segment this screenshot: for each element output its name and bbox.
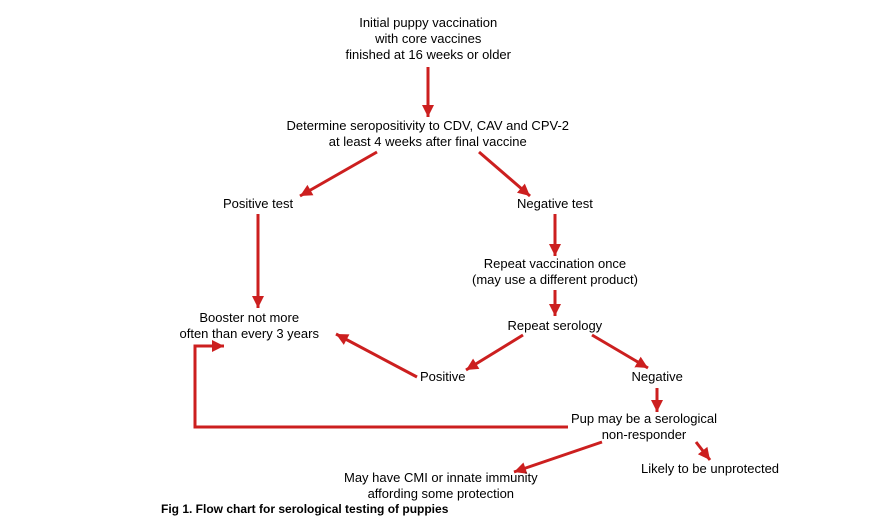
- node-negative-test: Negative test: [517, 196, 593, 212]
- node-repeat-vaccination: Repeat vaccination once (may use a diffe…: [472, 256, 638, 289]
- node-negative: Negative: [632, 369, 683, 385]
- flowchart-stage: { "type": "flowchart", "background_color…: [0, 0, 870, 527]
- node-determine-seropositivity: Determine seropositivity to CDV, CAV and…: [287, 118, 570, 151]
- node-initial-vaccination: Initial puppy vaccination with core vacc…: [346, 15, 511, 64]
- node-likely-unprotected: Likely to be unprotected: [641, 461, 779, 477]
- edges-layer: [0, 0, 870, 527]
- node-non-responder: Pup may be a serological non-responder: [571, 411, 717, 444]
- node-positive: Positive: [420, 369, 466, 385]
- node-booster: Booster not more often than every 3 year…: [180, 310, 319, 343]
- figure-caption: Fig 1. Flow chart for serological testin…: [161, 502, 448, 516]
- node-cmi-immunity: May have CMI or innate immunity affordin…: [344, 470, 538, 503]
- node-repeat-serology: Repeat serology: [508, 318, 603, 334]
- node-positive-test: Positive test: [223, 196, 293, 212]
